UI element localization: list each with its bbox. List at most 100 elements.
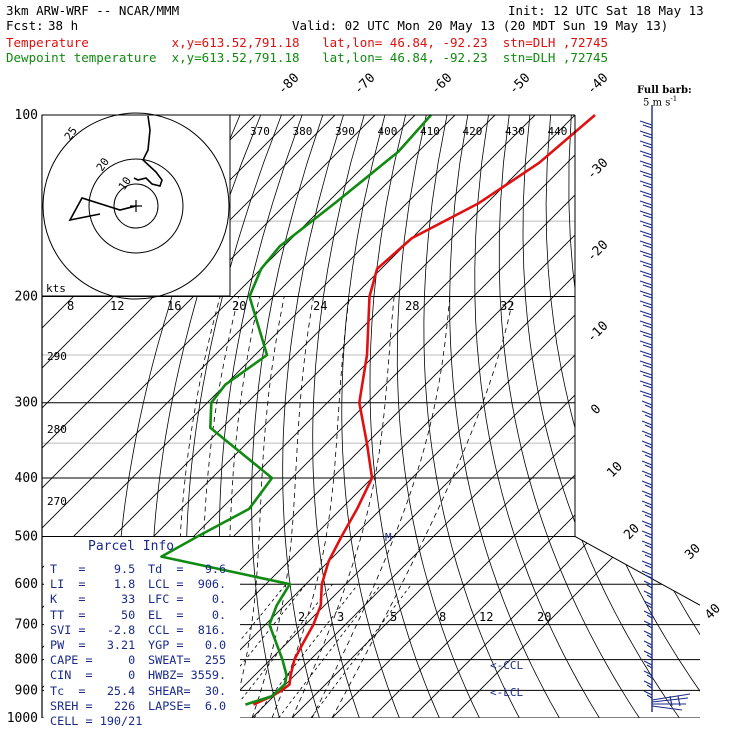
pressure-tick-label: 800 xyxy=(15,653,38,668)
wind-barb xyxy=(641,430,653,439)
wind-barb xyxy=(639,360,653,369)
mixing-ratio-label: 3 xyxy=(337,610,344,624)
mixing-ratio-label: 12 xyxy=(479,610,493,624)
mixing-ratio-line xyxy=(278,583,382,718)
wind-barb xyxy=(641,400,653,409)
mixing-ratio-line xyxy=(310,583,412,718)
isotherm-label: -80 xyxy=(275,71,302,98)
pressure-tick-label: 1000 xyxy=(7,711,38,726)
pressure-tick-label: 300 xyxy=(15,396,38,411)
isotherm-label: -40 xyxy=(584,71,611,98)
wind-barb xyxy=(641,470,653,479)
parcel-info-right: Td = 9.6 xyxy=(148,562,227,576)
parcel-info-right: EL = 0. xyxy=(148,607,227,622)
hodograph-ring xyxy=(113,183,159,229)
wind-barb xyxy=(639,140,653,149)
ccl-marker: <-CCL xyxy=(490,659,523,672)
theta-label: 370 xyxy=(250,125,270,138)
parcel-info-panel: Parcel Info T = 9.5 Td = 9.6 LI = 1.8 LCL =… xyxy=(48,537,242,732)
mixing-ratio-label: 32 xyxy=(500,299,514,313)
isotherm-label: 40 xyxy=(702,601,724,623)
wind-barb xyxy=(641,420,653,429)
dry-adiabat xyxy=(369,115,440,718)
dry-adiabat xyxy=(653,115,700,718)
wind-barb xyxy=(639,330,653,339)
isotherm-label: 10 xyxy=(604,459,626,481)
wind-barb xyxy=(639,340,653,349)
theta-label: 280 xyxy=(47,423,67,436)
parcel-info-left: PW = 3.21 xyxy=(50,638,136,652)
isotherm-line xyxy=(42,115,536,718)
pressure-tick-label: 700 xyxy=(15,618,38,633)
fcst-label: Fcst: xyxy=(6,18,44,33)
wind-barb xyxy=(639,180,653,189)
theta-label: 270 xyxy=(47,495,67,508)
dry-adiabat xyxy=(396,115,480,718)
wind-barb xyxy=(641,450,653,459)
mixing-ratio-label: 28 xyxy=(405,299,419,313)
wind-barb xyxy=(639,170,653,179)
theta-label: 290 xyxy=(47,350,67,363)
dry-adiabat xyxy=(498,115,640,718)
wind-barb xyxy=(639,350,653,359)
parcel-info-title: Parcel Info xyxy=(88,539,175,554)
dry-adiabat xyxy=(612,115,700,718)
wind-barb xyxy=(639,190,653,199)
wind-barb xyxy=(641,560,653,569)
dry-adiabat xyxy=(282,115,344,718)
dry-adiabat xyxy=(522,115,680,718)
wind-barb xyxy=(641,440,653,449)
isotherm-line xyxy=(42,115,376,718)
init-time: Init: 12 UTC Sat 18 May 13 xyxy=(508,3,704,18)
dry-adiabat xyxy=(545,115,700,718)
wind-barb xyxy=(639,220,653,229)
wind-barb xyxy=(643,690,653,699)
isotherm-line xyxy=(371,115,700,718)
pressure-tick-label: 400 xyxy=(15,471,38,486)
wind-barb xyxy=(641,490,653,499)
theta-label: 420 xyxy=(463,125,483,138)
wind-barb xyxy=(639,270,653,279)
parcel-info-right: HWBZ= 3559. xyxy=(148,668,227,683)
isotherm-line xyxy=(42,115,416,718)
dry-adiabat xyxy=(423,115,520,718)
lcl-marker: <-LCL xyxy=(490,686,523,699)
wind-barb xyxy=(643,630,653,639)
wind-barb xyxy=(639,150,653,159)
mixing-ratio-label: 20 xyxy=(537,610,551,624)
mixing-ratio-label: 16 xyxy=(167,299,181,313)
wind-barb xyxy=(641,510,653,519)
parcel-info-right: CCL = 816. xyxy=(148,622,227,637)
parcel-info-right: LFC = 0. xyxy=(148,592,227,607)
wind-barb xyxy=(639,130,653,139)
isotherm-label: 20 xyxy=(621,521,643,543)
wind-barb xyxy=(639,200,653,209)
wind-barb xyxy=(643,600,653,609)
isotherm-label: -60 xyxy=(428,71,455,98)
wind-barb xyxy=(639,120,653,129)
dry-adiabat xyxy=(449,115,560,718)
wind-barb xyxy=(639,160,653,169)
theta-label: 400 xyxy=(378,125,398,138)
wind-barb xyxy=(639,310,653,319)
mixing-ratio-label: 24 xyxy=(313,299,327,313)
mixing-ratio-line xyxy=(198,583,307,718)
isotherm-line xyxy=(251,115,700,718)
wind-barb xyxy=(643,650,653,659)
hodograph-ring xyxy=(88,158,184,254)
wind-barb xyxy=(639,290,653,299)
wind-barb xyxy=(639,300,653,309)
dry-adiabat xyxy=(251,115,324,718)
surface-wind-barbs xyxy=(651,693,691,711)
parcel-info-left: SVI = -2.8 xyxy=(50,622,136,637)
parcel-info-left: CIN = 0 xyxy=(50,668,136,683)
wind-barb xyxy=(643,590,653,599)
wind-barb xyxy=(643,610,653,619)
wind-barb xyxy=(643,640,653,649)
wind-barb xyxy=(639,280,653,289)
mixing-ratio-label: 20 xyxy=(232,299,246,313)
fcst-value: 38 h xyxy=(48,18,79,33)
isotherm-line xyxy=(451,115,700,718)
isotherm-label: -50 xyxy=(506,71,533,98)
